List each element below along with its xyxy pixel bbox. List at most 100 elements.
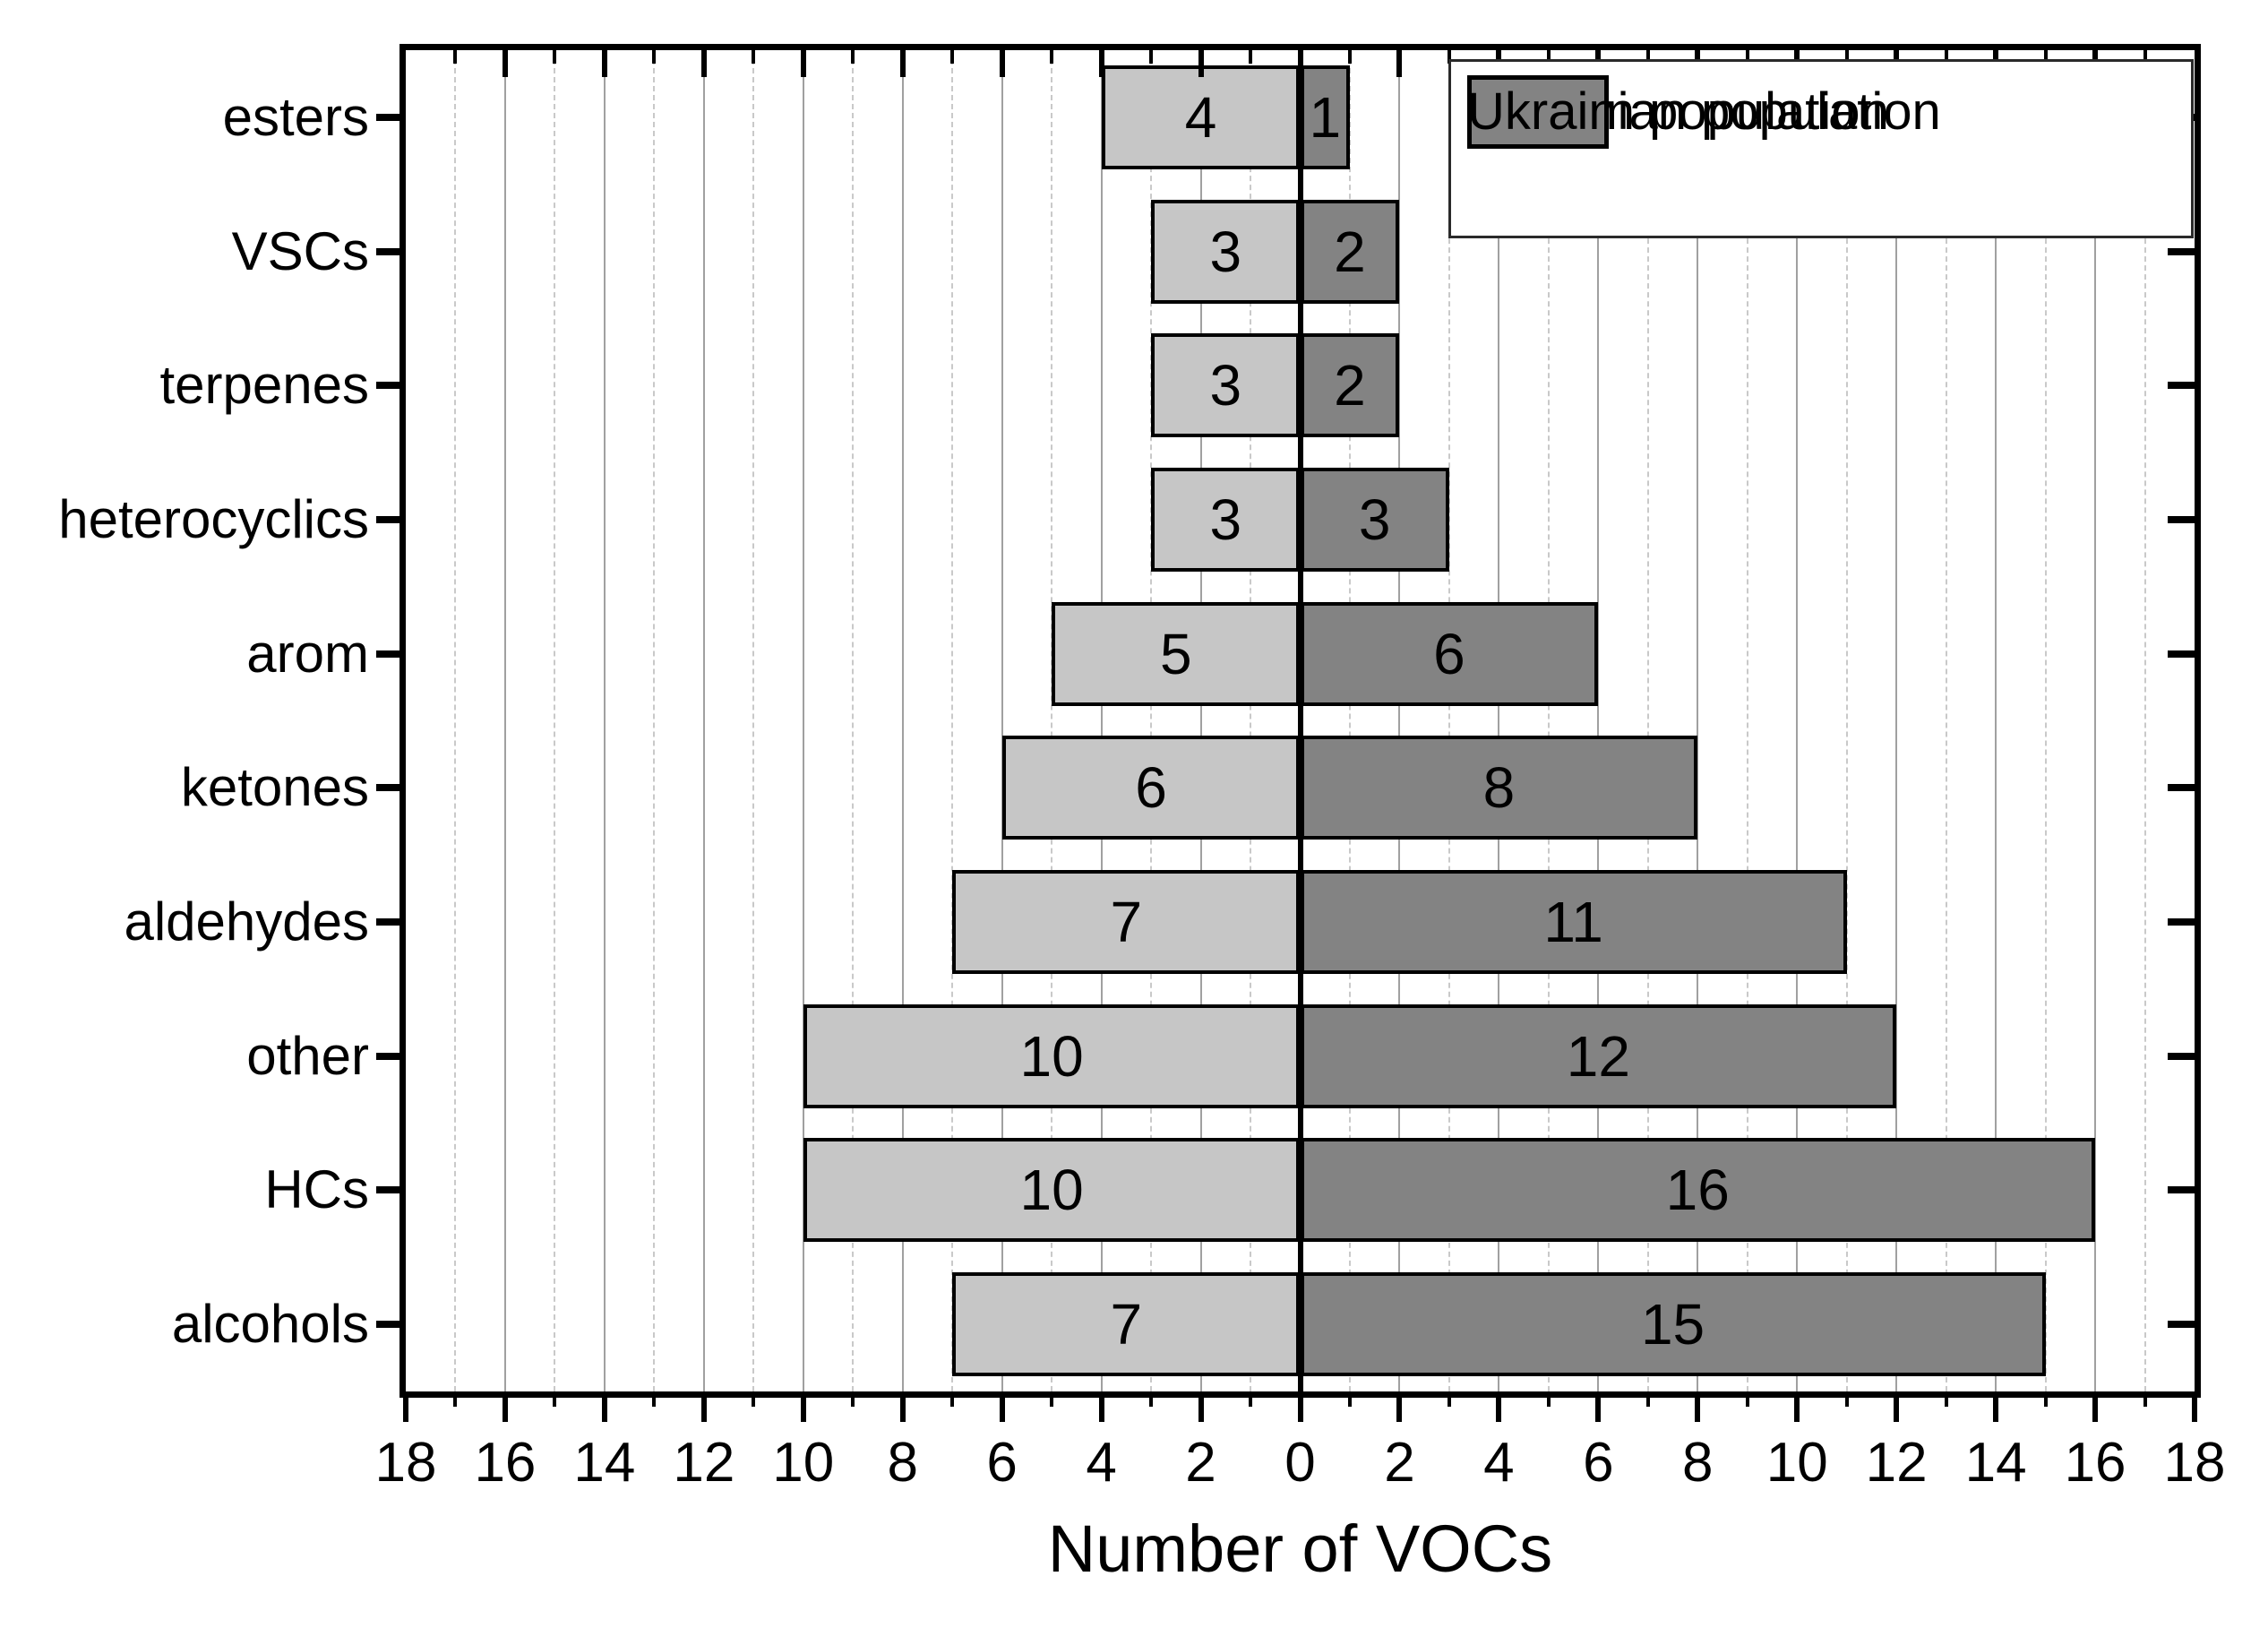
bar-value-label: 7 [1110,890,1143,955]
bar-value-label: 1 [1309,84,1342,150]
x-tick-top-minor [1347,50,1352,64]
x-tick-bottom-major [1595,1391,1602,1422]
grid-line-major [1995,50,1997,1391]
bar-ukrainian: 12 [1300,1004,1897,1108]
x-tick-top-minor [1546,50,1551,64]
x-tick-bottom-major [2192,1391,2197,1422]
y-tick-right [2168,1186,2195,1194]
grid-line-minor [1945,50,1947,1391]
x-tick-label: 16 [474,1432,537,1494]
bar-value-label: 10 [1019,1023,1084,1089]
x-tick-top-minor [1050,50,1054,64]
x-tick-bottom-minor [752,1391,756,1407]
bar-value-label: 8 [1482,755,1516,821]
bar-value-label: 2 [1334,219,1366,284]
bar-ukrainian: 3 [1300,467,1449,572]
grid-line-major [1199,50,1202,1391]
x-tick-label: 0 [1284,1432,1316,1494]
grid-line-minor [653,50,656,1391]
x-tick-bottom-major [601,1391,607,1422]
bar-latvian: 5 [1052,601,1301,706]
x-tick-bottom-major [2092,1391,2099,1422]
x-tick-top-major [1396,50,1403,77]
y-tick-left [376,113,406,121]
x-tick-top-major [999,50,1005,77]
x-tick-bottom-minor [1546,1391,1551,1407]
x-tick-top-minor [1447,50,1451,64]
zero-axis-line [1297,50,1303,1391]
grid-line-minor [1051,50,1053,1391]
bar-latvian: 6 [1001,736,1301,840]
legend: Latvian population Ukrainian population [1448,59,2194,238]
bar-value-label: 4 [1184,84,1217,150]
category-label: ketones [180,757,369,818]
grid-line-minor [1150,50,1153,1391]
bar-value-label: 11 [1543,890,1603,955]
x-tick-top-major [1198,50,1204,77]
y-tick-right [2168,1321,2195,1329]
grid-line-major [1697,50,1699,1391]
category-label: HCs [264,1159,369,1220]
y-tick-right [2168,1052,2195,1060]
category-label: heterocyclics [58,488,369,549]
x-tick-top-major [899,50,906,77]
x-tick-bottom-major [1496,1391,1502,1422]
bar-ukrainian: 11 [1300,870,1847,975]
x-tick-top-minor [1149,50,1154,64]
bar-value-label: 3 [1209,219,1242,284]
x-tick-bottom-major [403,1391,408,1422]
x-tick-bottom-minor [652,1391,657,1407]
x-tick-bottom-major [1794,1391,1800,1422]
x-tick-bottom-major [999,1391,1005,1422]
x-tick-bottom-minor [1745,1391,1749,1407]
grid-line-minor [2143,50,2146,1391]
grid-line-minor [1448,50,1450,1391]
x-tick-bottom-minor [851,1391,855,1407]
x-tick-bottom-minor [1347,1391,1352,1407]
bar-value-label: 3 [1209,487,1242,552]
grid-line-major [1796,50,1799,1391]
x-tick-top-major [601,50,607,77]
bar-latvian: 7 [952,1272,1301,1377]
y-tick-left [376,247,406,255]
category-label: alcohols [171,1294,369,1355]
x-tick-bottom-minor [1149,1391,1154,1407]
grid-line-major [802,50,804,1391]
x-axis-title: Number of VOCs [1047,1512,1553,1586]
bar-value-label: 10 [1019,1158,1084,1223]
x-tick-label: 8 [1682,1432,1714,1494]
x-tick-top-major [1098,50,1104,77]
x-tick-bottom-major [1198,1391,1204,1422]
x-tick-bottom-major [700,1391,707,1422]
bar-latvian: 3 [1151,467,1301,572]
y-tick-right [2168,382,2195,390]
grid-line-minor [2044,50,2047,1391]
grid-line-major [1597,50,1600,1391]
bar-value-label: 5 [1160,621,1192,686]
bar-latvian: 3 [1151,199,1301,304]
y-tick-left [376,1052,406,1060]
x-tick-top-minor [453,50,458,64]
x-tick-label: 18 [374,1432,437,1494]
x-tick-bottom-major [1695,1391,1701,1422]
grid-line-major [503,50,506,1391]
x-tick-bottom-major [1396,1391,1403,1422]
x-tick-bottom-minor [2043,1391,2048,1407]
x-tick-label: 14 [1964,1432,2027,1494]
y-tick-left [376,382,406,390]
x-tick-bottom-minor [1249,1391,1253,1407]
x-tick-top-minor [652,50,657,64]
legend-swatch-ukrainian [1467,75,1609,149]
x-tick-label: 10 [1765,1432,1828,1494]
x-tick-label: 4 [1086,1432,1117,1494]
x-tick-label: 2 [1185,1432,1216,1494]
bar-latvian: 10 [803,1138,1301,1243]
x-tick-bottom-minor [1447,1391,1451,1407]
x-tick-top-minor [553,50,557,64]
grid-line-major [603,50,606,1391]
x-tick-bottom-minor [1944,1391,1948,1407]
bar-ukrainian: 8 [1300,736,1698,840]
grid-line-major [1895,50,1898,1391]
x-tick-label: 18 [2163,1432,2226,1494]
bar-ukrainian: 2 [1300,199,1400,304]
